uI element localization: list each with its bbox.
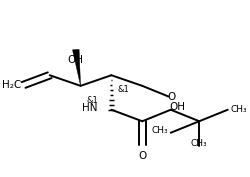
Text: OH: OH xyxy=(170,102,186,112)
Text: &1: &1 xyxy=(86,96,98,105)
Text: H₂C: H₂C xyxy=(2,80,21,90)
Text: CH₃: CH₃ xyxy=(191,139,208,148)
Text: &1: &1 xyxy=(117,85,129,94)
Text: HN: HN xyxy=(82,103,97,113)
Text: CH₃: CH₃ xyxy=(152,127,168,135)
Text: OH: OH xyxy=(68,55,84,65)
Polygon shape xyxy=(72,49,80,86)
Text: O: O xyxy=(138,151,146,161)
Text: CH₃: CH₃ xyxy=(230,105,247,114)
Text: O: O xyxy=(168,92,176,102)
